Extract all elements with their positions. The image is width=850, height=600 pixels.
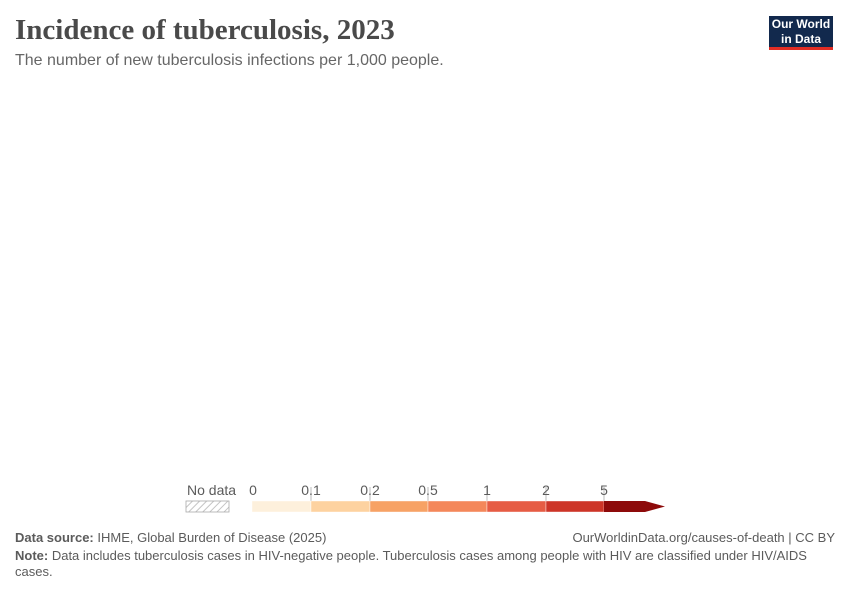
svg-text:1: 1 [483,482,491,498]
svg-text:2: 2 [542,482,550,498]
svg-text:0: 0 [249,482,257,498]
svg-text:0.1: 0.1 [301,482,321,498]
svg-text:0.5: 0.5 [418,482,438,498]
svg-text:5: 5 [600,482,608,498]
svg-text:0.2: 0.2 [360,482,380,498]
svg-text:No data: No data [187,482,236,498]
